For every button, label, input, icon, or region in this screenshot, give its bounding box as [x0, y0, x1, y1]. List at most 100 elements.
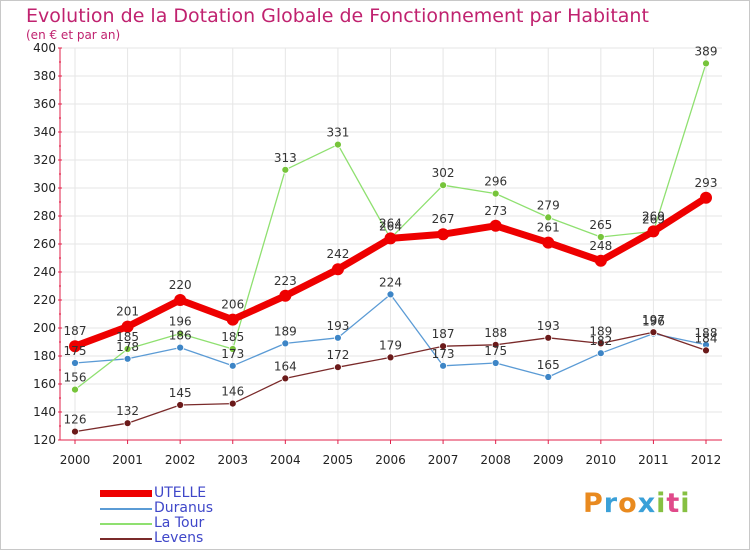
- data-point-utelle: [226, 313, 239, 326]
- y-tick-label: 140: [33, 405, 56, 419]
- data-label-duranus: 188: [695, 326, 718, 340]
- data-point-la-tour: [439, 181, 447, 190]
- data-label-utelle: 269: [642, 209, 665, 223]
- y-tick-label: 320: [33, 153, 56, 167]
- data-label-la-tour: 269: [642, 212, 665, 226]
- data-point-levens: [649, 328, 658, 337]
- x-tick-label: 2006: [375, 453, 406, 467]
- y-tick-label: 360: [33, 97, 56, 111]
- data-point-levens: [334, 363, 342, 372]
- x-tick-label: 2008: [480, 453, 511, 467]
- data-point-la-tour: [176, 329, 185, 338]
- data-point-la-tour: [596, 233, 605, 241]
- data-point-utelle: [594, 254, 607, 267]
- data-point-utelle: [437, 228, 450, 241]
- data-label-la-tour: 331: [326, 126, 349, 140]
- data-point-la-tour: [491, 189, 500, 198]
- data-label-levens: 187: [432, 327, 455, 341]
- data-point-la-tour: [544, 213, 553, 222]
- data-label-utelle: 242: [326, 247, 349, 261]
- data-point-levens: [71, 427, 79, 436]
- data-label-la-tour: 185: [221, 330, 244, 344]
- data-label-levens: 179: [379, 338, 402, 352]
- data-label-duranus: 173: [221, 347, 244, 361]
- x-tick-label: 2001: [112, 453, 143, 467]
- data-label-levens: 184: [695, 331, 718, 345]
- data-label-la-tour: 279: [537, 198, 560, 212]
- data-label-duranus: 196: [642, 315, 665, 329]
- x-tick-label: 2012: [691, 453, 722, 467]
- x-tick-label: 2002: [165, 453, 196, 467]
- logo-letter: r: [603, 488, 619, 519]
- chart-subtitle: (en € et par an): [26, 28, 121, 42]
- data-point-utelle: [69, 340, 81, 353]
- data-label-duranus: 175: [64, 344, 87, 358]
- data-label-duranus: 193: [326, 319, 349, 333]
- data-label-levens: 172: [326, 348, 349, 362]
- x-tick-label: 2003: [217, 453, 248, 467]
- legend-label-duranus: Duranus: [154, 500, 214, 516]
- x-tick-label: 2009: [533, 453, 564, 467]
- data-point-duranus: [123, 354, 132, 363]
- data-point-levens: [596, 339, 605, 348]
- data-point-levens: [702, 346, 710, 355]
- legend-swatch-levens: [100, 538, 152, 540]
- legend-label-utelle: UTELLE: [154, 485, 207, 501]
- logo-letter: x: [637, 488, 657, 519]
- y-tick-label: 260: [33, 237, 56, 251]
- data-point-duranus: [176, 343, 185, 352]
- data-point-duranus: [334, 333, 342, 342]
- data-label-la-tour: 265: [589, 218, 612, 232]
- data-label-levens: 188: [484, 326, 507, 340]
- legend-item-levens: Levens: [100, 531, 320, 546]
- data-label-levens: 126: [64, 413, 87, 427]
- data-label-utelle: 248: [589, 239, 612, 253]
- logo-letter: o: [618, 488, 638, 519]
- x-tick-label: 2010: [586, 453, 617, 467]
- data-point-duranus: [386, 290, 395, 299]
- data-label-duranus: 165: [537, 358, 560, 372]
- data-label-duranus: 189: [274, 324, 297, 338]
- data-label-la-tour: 296: [484, 175, 507, 189]
- data-label-utelle: 187: [64, 324, 87, 338]
- data-label-utelle: 220: [169, 278, 192, 292]
- data-point-duranus: [596, 349, 605, 358]
- data-point-utelle: [331, 263, 344, 276]
- data-label-utelle: 206: [221, 298, 244, 312]
- data-label-la-tour: 185: [116, 330, 139, 344]
- data-label-utelle: 267: [432, 212, 455, 226]
- y-tick-label: 300: [33, 181, 56, 195]
- data-label-levens: 145: [169, 386, 192, 400]
- legend-label-la-tour: La Tour: [154, 515, 205, 531]
- legend: UTELLE Duranus La Tour Levens: [100, 486, 320, 546]
- data-label-duranus: 186: [169, 329, 192, 343]
- data-label-levens: 197: [642, 313, 665, 327]
- x-tick-label: 2007: [428, 453, 459, 467]
- legend-item-duranus: Duranus: [100, 501, 320, 516]
- y-tick-label: 160: [33, 377, 56, 391]
- logo-letter: t: [666, 488, 681, 519]
- logo-letter: i: [656, 488, 667, 519]
- data-label-duranus: 224: [379, 275, 402, 289]
- data-point-utelle: [489, 219, 502, 232]
- data-label-levens: 164: [274, 359, 297, 373]
- data-point-duranus: [544, 373, 553, 381]
- x-tick-label: 2011: [638, 453, 669, 467]
- logo-letter: P: [583, 488, 604, 519]
- y-tick-label: 400: [33, 41, 56, 55]
- y-tick-label: 240: [33, 265, 56, 279]
- legend-swatch-utelle: [100, 490, 152, 497]
- data-point-duranus: [281, 339, 290, 348]
- data-label-la-tour: 302: [432, 166, 455, 180]
- data-point-levens: [176, 401, 185, 409]
- y-tick-label: 200: [33, 321, 56, 335]
- data-label-duranus: 175: [484, 344, 507, 358]
- y-tick-label: 340: [33, 125, 56, 139]
- data-point-levens: [228, 399, 237, 408]
- data-label-la-tour: 389: [695, 44, 718, 58]
- data-label-levens: 146: [221, 385, 244, 399]
- data-label-levens: 189: [589, 324, 612, 338]
- legend-swatch-la-tour: [100, 523, 152, 525]
- data-label-duranus: 173: [432, 347, 455, 361]
